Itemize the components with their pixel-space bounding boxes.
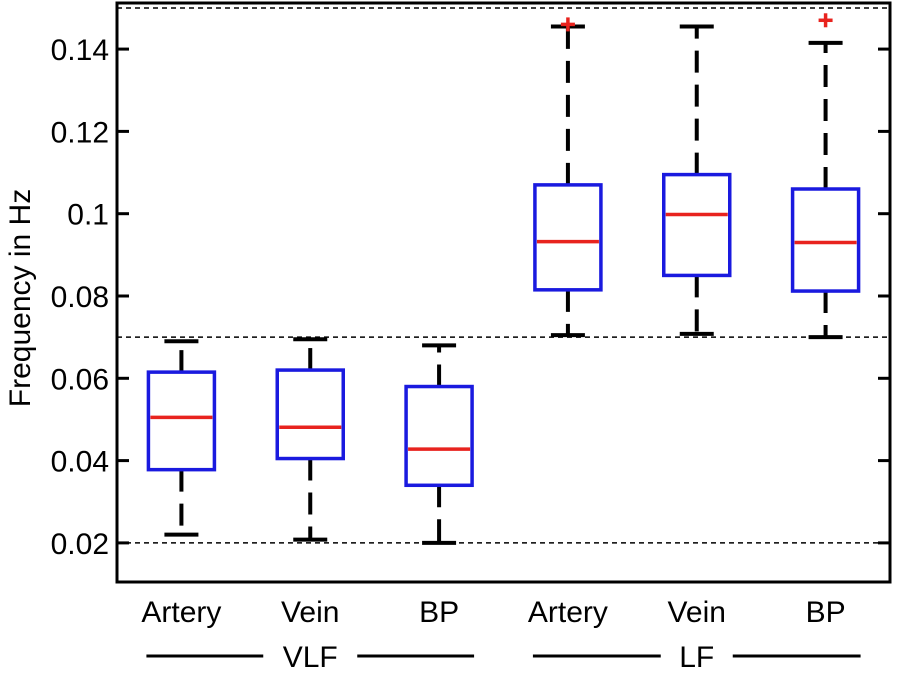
x-category-label: Artery xyxy=(141,596,221,629)
x-axis-category-labels: Artery Vein BP Artery Vein BP xyxy=(141,596,845,629)
x-category-label: BP xyxy=(419,596,459,629)
y-tick-label: 0.04 xyxy=(51,446,109,479)
x-category-label: Vein xyxy=(281,596,339,629)
box-lf-artery xyxy=(533,183,603,292)
y-tick-label: 0.12 xyxy=(51,116,109,149)
x-category-label: Artery xyxy=(528,596,608,629)
box-vlf-bp xyxy=(404,384,474,488)
group-label-vlf: VLF xyxy=(283,641,338,673)
y-tick-label: 0.14 xyxy=(51,34,109,67)
x-category-label: Vein xyxy=(668,596,726,629)
group-label-lf: LF xyxy=(679,641,714,673)
y-tick-label: 0.06 xyxy=(51,363,109,396)
box-lf-vein xyxy=(662,172,732,278)
y-tick-label: 0.08 xyxy=(51,281,109,314)
y-tick-label: 0.02 xyxy=(51,528,109,561)
outliers xyxy=(560,13,833,32)
boxes xyxy=(146,172,861,488)
x-category-label: BP xyxy=(806,596,846,629)
axes xyxy=(115,1,892,584)
whiskers xyxy=(164,24,843,545)
box-lf-bp xyxy=(790,187,861,293)
y-tick-label: 0.1 xyxy=(67,199,109,232)
plot-frame xyxy=(115,1,892,584)
box-vlf-artery xyxy=(146,370,217,472)
y-axis-label: Frequency in Hz xyxy=(4,189,37,407)
box-vlf-vein xyxy=(275,368,345,461)
reference-lines xyxy=(117,7,890,544)
medians xyxy=(150,212,857,451)
y-axis-ticks: 0.02 0.04 0.06 0.08 0.1 0.12 0.14 xyxy=(51,34,890,561)
x-axis-group-labels: VLF LF xyxy=(146,641,861,673)
